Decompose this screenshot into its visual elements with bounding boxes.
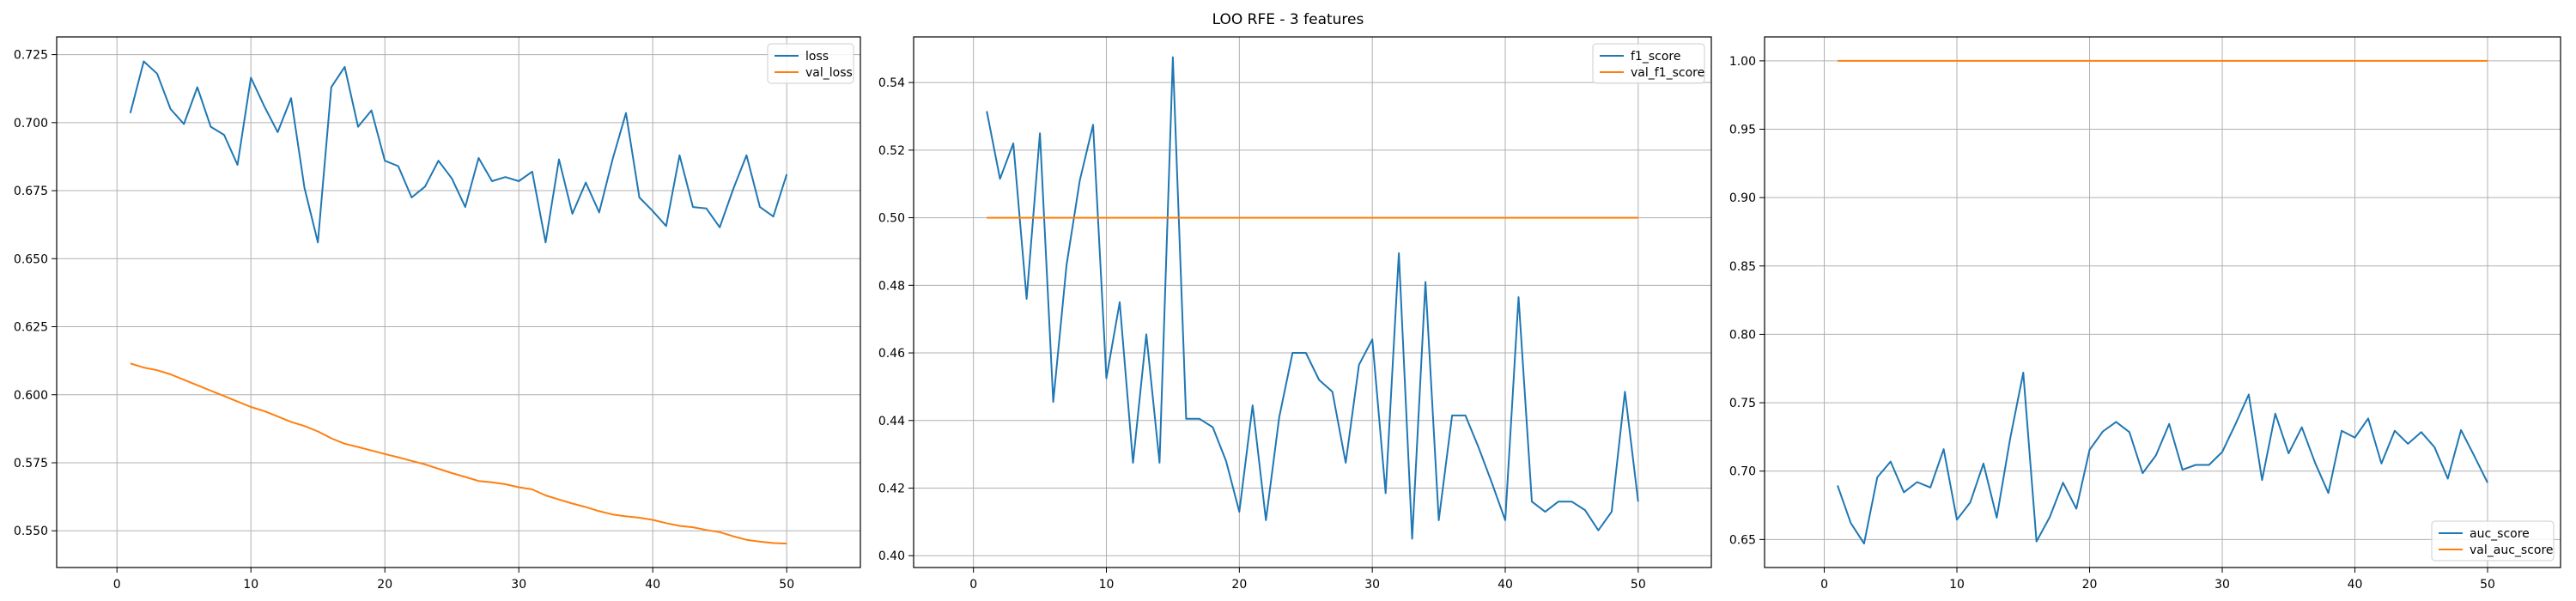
y-tick-label: 0.80: [1729, 328, 1756, 342]
legend: loss val_loss: [767, 43, 854, 84]
x-tick-label: 40: [1498, 578, 1513, 592]
legend-label-val_f1_score: val_f1_score: [1631, 66, 1704, 80]
y-tick-label: 0.675: [14, 185, 48, 198]
y-tick-label: 0.50: [878, 212, 905, 226]
series-line-auc_score: [1837, 372, 2488, 545]
subplot-3: 0 10 20 30 40 50 0.65 0.70 0.75 0.80 0.85 0.90 0.95 1…: [1729, 36, 2561, 592]
plot-area: [57, 37, 860, 568]
y-tick-label: 0.54: [878, 76, 905, 90]
legend: f1_score val_f1_score: [1592, 43, 1705, 84]
y-tick-label: 0.650: [14, 252, 48, 266]
x-tick-label: 10: [243, 578, 258, 592]
subplot-1: 0 10 20 30 40 50 0.550 0.575 0.600 0.625 0.650 0.67…: [14, 36, 861, 592]
axes-frame: [1764, 36, 2561, 568]
x-tick-label: 40: [2348, 578, 2363, 592]
y-tick-label: 0.42: [878, 482, 905, 495]
legend-box: [1592, 43, 1705, 84]
x-tick-label: 20: [377, 578, 392, 592]
legend-box: [767, 43, 854, 84]
legend: auc_score val_auc_score: [2431, 520, 2555, 562]
x-tick-label: 10: [1949, 578, 1965, 592]
x-tick-label: 50: [779, 578, 794, 592]
y-tick-label: 0.40: [878, 549, 905, 563]
legend-label-auc_score: auc_score: [2470, 527, 2530, 541]
y-tick-label: 0.75: [1729, 397, 1756, 410]
x-tick-label: 0: [969, 578, 977, 592]
legend-box: [2431, 520, 2555, 562]
y-tick-label: 0.48: [878, 279, 905, 293]
series-line-loss: [129, 60, 788, 244]
y-tick-label: 1.00: [1729, 55, 1756, 69]
y-tick-label: 0.700: [14, 117, 48, 131]
x-tick-label: 50: [1631, 578, 1646, 592]
x-tick-label: 0: [1820, 578, 1828, 592]
legend-label-loss: loss: [805, 50, 829, 64]
axes-frame: [56, 36, 861, 568]
y-tick-label: 0.575: [14, 457, 48, 470]
plot-area: [914, 37, 1711, 568]
y-tick-label: 0.70: [1729, 465, 1756, 479]
y-tick-label: 0.65: [1729, 533, 1756, 547]
legend-label-val_auc_score: val_auc_score: [2470, 543, 2554, 557]
x-tick-label: 20: [2082, 578, 2098, 592]
x-tick-label: 20: [1231, 578, 1247, 592]
subplots: 0 10 20 30 40 500.5500.5750.6000.6250.6500.67…: [14, 36, 2561, 592]
x-tick-label: 50: [2480, 578, 2495, 592]
x-tick-label: 40: [645, 578, 660, 592]
x-tick-label: 30: [511, 578, 526, 592]
plot-area: [1765, 37, 2561, 568]
y-tick-label: 0.52: [878, 144, 905, 158]
subplot-2: 0 10 20 30 40 50 0.40 0.42 0.44 0.46 0.48 0.50 0.52 0…: [878, 36, 1712, 592]
x-tick-label: 0: [113, 578, 121, 592]
y-tick-label: 0.600: [14, 389, 48, 403]
series-line-f1_score: [986, 56, 1639, 540]
axes-frame: [913, 36, 1712, 568]
figure-title: LOO RFE - 3 features: [1212, 11, 1364, 28]
y-tick-label: 0.85: [1729, 260, 1756, 274]
y-tick-label: 0.625: [14, 321, 48, 335]
x-tick-label: 10: [1099, 578, 1115, 592]
y-tick-label: 0.95: [1729, 124, 1756, 137]
y-tick-label: 0.44: [878, 415, 905, 428]
y-tick-label: 0.46: [878, 347, 905, 361]
x-tick-label: 30: [2215, 578, 2230, 592]
x-tick-label: 30: [1364, 578, 1380, 592]
series-line-val_loss: [130, 362, 787, 545]
legend-label-f1_score: f1_score: [1631, 50, 1680, 64]
legend-label-val_loss: val_loss: [805, 66, 853, 80]
y-tick-label: 0.550: [14, 525, 48, 538]
y-tick-label: 0.725: [14, 49, 48, 63]
y-tick-label: 0.90: [1729, 191, 1756, 205]
